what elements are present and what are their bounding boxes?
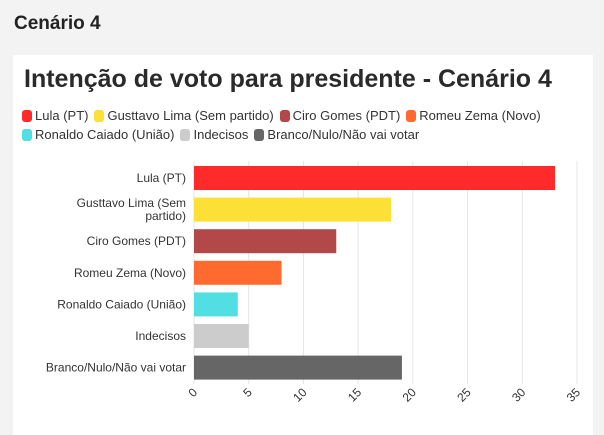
category-label-line: Indecisos [135,329,186,343]
x-tick-label: 25 [454,385,474,405]
legend-item[interactable]: Indecisos [180,127,248,142]
legend-label: Ronaldo Caiado (União) [35,127,175,142]
category-label-line: Romeu Zema (Novo) [74,266,186,280]
section-title: Cenário 4 [14,13,101,34]
category-label: Gusttavo Lima (Sem partido) [77,196,186,223]
category-label-line: partido) [145,209,186,223]
bar-chart: 0 5 10 15 20 25 30 35 Lula (PT) Gusttavo Lima (Se… [46,161,584,405]
legend-label: Ciro Gomes (PDT) [292,108,401,123]
legend-swatch [94,109,105,122]
bar[interactable] [194,260,282,285]
bar[interactable] [194,324,249,348]
x-tick-label: 15 [345,385,365,405]
category-label: Indecisos [135,329,186,343]
category-label-line: Ronaldo Caiado (União) [57,297,186,311]
category-label: Ciro Gomes (PDT) [87,234,186,248]
legend-item[interactable]: Branco/Nulo/Não vai votar [254,127,419,142]
category-label-line: Lula (PT) [137,171,186,185]
legend-swatch [22,109,32,122]
x-tick-label: 5 [240,385,255,400]
category-label: Lula (PT) [137,171,186,185]
x-tick-label: 35 [564,385,584,405]
legend-swatch [254,128,265,141]
category-label: Romeu Zema (Novo) [74,266,186,280]
x-tick-label: 30 [509,385,529,405]
category-label-line: Ciro Gomes (PDT) [87,234,186,248]
legend-swatch [279,109,290,122]
bar[interactable] [194,197,391,222]
legend-swatch [22,128,32,141]
legend-item[interactable]: Lula (PT) [22,108,88,123]
legend-item[interactable]: Gusttavo Lima (Sem partido) [94,108,274,123]
legend-label: Branco/Nulo/Não vai votar [267,127,420,142]
category-label-line: Gusttavo Lima (Sem [77,196,186,210]
category-label-line: Branco/Nulo/Não vai votar [46,361,186,375]
bar[interactable] [194,166,556,190]
x-tick-label: 0 [185,385,200,400]
legend-swatch [180,128,191,141]
legend-item[interactable]: Ciro Gomes (PDT) [279,108,401,123]
chart-title: Intenção de voto para presidente - Cenár… [24,65,552,93]
category-label: Branco/Nulo/Não vai votar [46,361,186,375]
legend-label: Romeu Zema (Novo) [419,108,541,123]
chart-legend: Lula (PT) Gusttavo Lima (Sem partido) Ciro… [22,108,582,142]
legend-label: Lula (PT) [35,108,89,123]
bar[interactable] [194,229,337,254]
legend-label: Indecisos [193,127,249,142]
legend-item[interactable]: Ronaldo Caiado (União) [22,127,174,142]
legend-item[interactable]: Romeu Zema (Novo) [406,108,541,123]
bar[interactable] [194,292,238,317]
legend-swatch [406,109,417,122]
x-tick-label: 20 [400,385,420,405]
x-tick-label: 10 [290,385,310,405]
category-label: Ronaldo Caiado (União) [57,297,186,311]
legend-label: Gusttavo Lima (Sem partido) [107,108,274,123]
chart-card: Intenção de voto para presidente - Cenár… [13,55,593,435]
bar[interactable] [194,355,402,380]
